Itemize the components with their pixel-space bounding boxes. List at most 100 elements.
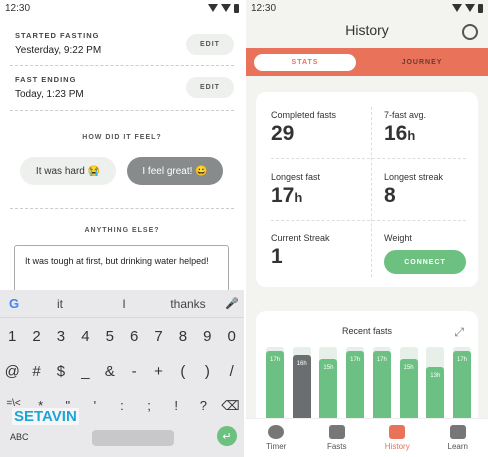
key[interactable]: =\< <box>6 398 21 409</box>
tab-journey[interactable]: JOURNEY <box>401 58 443 66</box>
divider <box>271 158 466 159</box>
clock: 12:30 <box>251 2 277 14</box>
key[interactable]: ) <box>204 363 210 380</box>
key-row-punct: =\< * " ':;!? ⌫ <box>0 398 244 414</box>
google-icon[interactable]: G <box>8 296 20 311</box>
suggestion[interactable]: thanks <box>170 296 206 311</box>
signal-icon <box>221 4 231 12</box>
stat-label: Longest fast <box>271 172 321 182</box>
feel-great-button[interactable]: I feel great! 😀 <box>127 157 223 185</box>
nav-timer[interactable]: Timer <box>246 419 307 457</box>
key[interactable]: 9 <box>203 328 212 345</box>
divider <box>271 220 466 221</box>
stat-label: Longest streak <box>384 172 444 182</box>
history-screen: 12:30 History STATS JOURNEY Completed fa… <box>246 0 488 457</box>
key[interactable]: / <box>229 363 234 380</box>
header: History <box>246 8 488 52</box>
stat-unit: h <box>294 190 303 205</box>
key[interactable]: 0 <box>227 328 236 345</box>
suggestion[interactable]: I <box>122 296 126 311</box>
stat-unit: h <box>407 128 416 143</box>
key[interactable]: " <box>65 398 71 413</box>
chart-plot: 17h 16h 15h 17h 17h 15h 13h 17h <box>266 343 471 420</box>
divider <box>10 208 234 209</box>
page-title: History <box>345 22 389 38</box>
stat-value: 17 <box>271 184 295 207</box>
bar-label: 17h <box>456 357 467 364</box>
edit-start-button[interactable]: EDIT <box>186 34 234 55</box>
chart-bar[interactable]: 16h <box>292 355 311 420</box>
key[interactable]: 4 <box>81 328 90 345</box>
nav-history[interactable]: History <box>367 419 428 457</box>
key[interactable]: 3 <box>56 328 66 345</box>
battery-icon <box>234 3 239 13</box>
connect-button[interactable]: CONNECT <box>384 250 466 274</box>
bottom-nav: Timer Fasts History Learn <box>246 418 488 457</box>
space-key[interactable] <box>92 430 174 446</box>
key[interactable]: ; <box>147 398 151 413</box>
battery-icon <box>478 3 483 13</box>
chart-bar[interactable]: 17h <box>453 351 471 420</box>
stat-value: 29 <box>271 122 295 145</box>
key[interactable]: & <box>104 363 115 380</box>
feel-hard-button[interactable]: It was hard 😭 <box>20 157 116 185</box>
chart-bar[interactable]: 17h <box>266 351 284 420</box>
divider <box>371 107 372 277</box>
status-bar: 12:30 <box>0 0 244 16</box>
key[interactable]: : <box>120 398 124 413</box>
expand-icon[interactable]: ⤢ <box>454 325 464 339</box>
tab-bar: STATS JOURNEY <box>246 48 488 76</box>
history-icon <box>389 425 406 439</box>
started-row: STARTED FASTING Yesterday, 9:22 PM EDIT <box>15 31 234 56</box>
key[interactable]: # <box>32 363 41 380</box>
key[interactable]: 7 <box>154 328 163 345</box>
ending-caption: FAST ENDING <box>15 75 77 84</box>
backspace-key[interactable]: ⌫ <box>221 398 240 413</box>
chart-bar[interactable]: 17h <box>372 351 391 420</box>
key[interactable]: ( <box>180 363 186 380</box>
started-value: Yesterday, 9:22 PM <box>15 45 102 56</box>
key[interactable]: @ <box>4 363 20 380</box>
chart-bar[interactable]: 13h <box>426 367 445 420</box>
key[interactable]: ' <box>93 398 97 413</box>
suggestion-bar: G it I thanks 🎤 <box>0 290 244 318</box>
bar-label: 17h <box>269 357 280 364</box>
weight-stat: Weight <box>384 233 412 243</box>
nav-fasts[interactable]: Fasts <box>307 419 368 457</box>
ending-row: FAST ENDING Today, 1:23 PM EDIT <box>15 75 234 100</box>
bar-label: 15h <box>323 365 334 372</box>
key[interactable]: 2 <box>32 328 41 345</box>
abc-key[interactable]: ABC <box>10 432 29 442</box>
current-streak-stat: Current Streak 1 <box>271 233 330 269</box>
bar-label: 16h <box>296 361 307 368</box>
chart-bar[interactable]: 15h <box>319 359 338 420</box>
key[interactable]: * <box>38 398 44 413</box>
suggestion[interactable]: it <box>57 296 63 311</box>
key[interactable]: 6 <box>129 328 139 345</box>
note-textarea[interactable]: It was tough at first, but drinking wate… <box>14 245 229 293</box>
key[interactable]: 5 <box>105 328 114 345</box>
chart-bar[interactable]: 17h <box>346 351 365 420</box>
key[interactable]: 1 <box>8 328 17 345</box>
nav-label: History <box>384 442 410 451</box>
key[interactable]: $ <box>56 363 66 380</box>
fasts-icon <box>328 425 345 439</box>
chart-bar[interactable]: 15h <box>399 359 418 420</box>
tab-stats[interactable]: STATS <box>254 53 356 71</box>
enter-key[interactable]: ↵ <box>217 426 237 446</box>
key[interactable]: ? <box>199 398 207 413</box>
mic-icon[interactable]: 🎤 <box>225 298 239 310</box>
recent-fasts-card: Recent fasts ⤢ 17h 16h 15h 17h 17h 15h 13h 17h <box>256 311 478 431</box>
key[interactable]: - <box>131 363 137 380</box>
nav-learn[interactable]: Learn <box>428 419 488 457</box>
gear-icon[interactable] <box>462 24 478 40</box>
started-caption: STARTED FASTING <box>15 31 100 40</box>
key[interactable]: _ <box>81 363 90 380</box>
key[interactable]: + <box>154 363 163 380</box>
signal-icon <box>465 4 475 12</box>
key[interactable]: ! <box>174 398 179 413</box>
edit-end-button[interactable]: EDIT <box>186 77 234 98</box>
key[interactable]: 8 <box>178 328 188 345</box>
